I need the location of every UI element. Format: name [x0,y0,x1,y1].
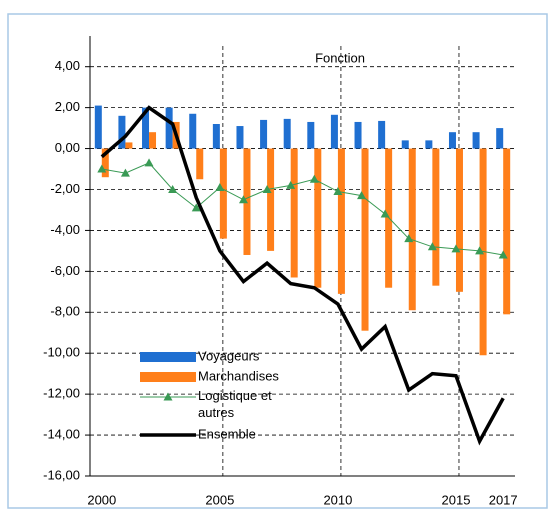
bar [290,148,298,278]
x-tick-label: 2005 [205,492,234,507]
legend-marker [163,392,173,401]
legend-label: Logistique et autres [198,388,272,420]
legend-label: Voyageurs [198,348,260,363]
legend-label: Marchandises [198,368,279,383]
bar [361,148,369,331]
marker [404,234,414,243]
x-tick-label: 2017 [489,492,518,507]
marker [357,191,367,200]
x-tick-label: 2010 [323,492,352,507]
bar [401,140,409,149]
x-tick-label: 2015 [442,492,471,507]
marker [427,242,437,251]
y-tick-label: -6,00 [50,263,80,278]
bar [212,124,220,149]
y-tick-label: -2,00 [50,181,80,196]
bar [314,148,322,288]
y-tick-label: 0,00 [55,140,80,155]
bar [189,113,197,149]
y-tick-label: -16,00 [43,467,80,482]
y-tick-label: 4,00 [55,58,80,73]
bar [455,148,463,292]
bar [118,115,126,149]
marker [262,184,272,193]
legend-swatch [140,352,196,362]
legend-swatch [140,372,196,382]
bar [337,148,345,294]
bar [472,132,480,149]
y-tick-label: -10,00 [43,345,80,360]
marker [215,182,225,191]
line [100,105,505,446]
bar [260,119,268,149]
bar [496,128,504,149]
x-tick-label: 2000 [87,492,116,507]
marker [97,164,107,173]
marker [144,158,154,167]
bar [432,148,440,286]
bar [408,148,416,311]
line [101,162,504,256]
marker [498,250,508,259]
bar [354,121,362,149]
marker [168,184,178,193]
bar [165,107,173,149]
y-tick-label: 2,00 [55,99,80,114]
bar [448,132,456,149]
marker [191,203,201,212]
bar [503,148,511,315]
frame [7,13,548,509]
marker [238,195,248,204]
bar [196,148,204,180]
y-tick-label: -8,00 [50,304,80,319]
bar [425,140,433,149]
bar [283,118,291,149]
bar [101,148,109,178]
marker [451,244,461,253]
marker [309,174,319,183]
marker [286,180,296,189]
bar [236,126,244,149]
annotation: Fonction [315,50,365,65]
y-tick-label: -4,00 [50,222,80,237]
marker [120,168,130,177]
marker [475,246,485,255]
y-tick-label: -12,00 [43,386,80,401]
bar [94,105,102,149]
bar [330,114,338,149]
bar [125,142,133,149]
bar [267,148,275,251]
bar [378,120,386,149]
y-tick-label: -14,00 [43,427,80,442]
bar [307,121,315,149]
bar [149,132,157,149]
bar [219,148,227,239]
bar [142,107,150,149]
marker [333,187,343,196]
legend-label: Ensemble [198,426,256,441]
marker [380,209,390,218]
